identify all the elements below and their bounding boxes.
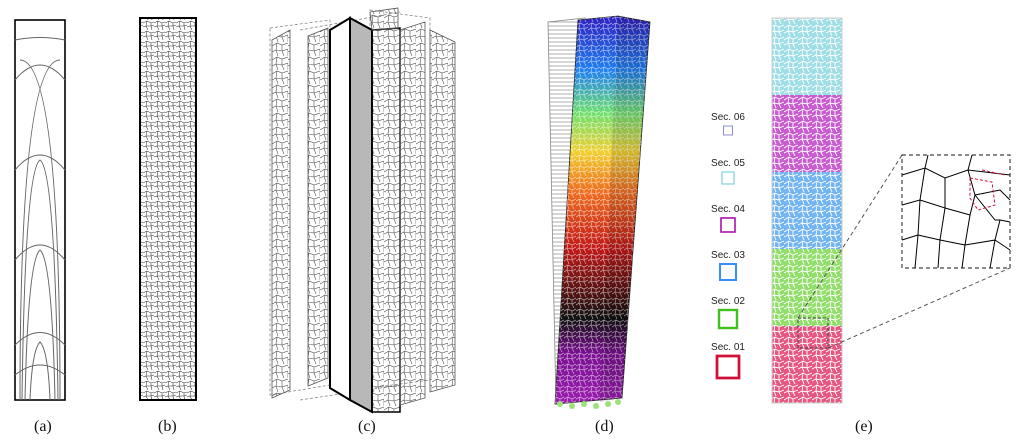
legend-label: Sec. 01 xyxy=(711,342,745,353)
panel-b-diagram xyxy=(139,17,197,401)
caption-d: (d) xyxy=(595,418,614,435)
caption-c: (c) xyxy=(358,418,376,435)
tower-section-mesh xyxy=(772,172,842,249)
legend-swatch xyxy=(721,171,735,185)
panel-c-diagram xyxy=(269,7,456,414)
tower-outline xyxy=(771,17,843,404)
legend-swatch xyxy=(718,262,738,282)
tower-section-mesh xyxy=(772,18,842,95)
legend-label: Sec. 04 xyxy=(711,204,745,215)
legend-swatch xyxy=(717,308,739,330)
caption-e: (e) xyxy=(855,418,873,435)
section-legend: Sec. 06 Sec. 05 Sec. 04 Sec. 03 Sec. 02 Sec. … xyxy=(711,112,745,380)
legend-label: Sec. 03 xyxy=(711,250,745,261)
caption-b: (b) xyxy=(158,418,177,435)
panel-e-diagram xyxy=(771,17,1011,404)
legend-swatch xyxy=(723,125,733,136)
panel-a-diagram xyxy=(14,19,66,401)
legend-swatch xyxy=(720,217,736,233)
tower-section-mesh xyxy=(772,95,842,172)
legend-label: Sec. 05 xyxy=(711,158,745,169)
legend-label: Sec. 06 xyxy=(711,112,745,123)
legend-swatch xyxy=(715,354,741,380)
caption-a: (a) xyxy=(34,418,52,435)
tower-section-mesh xyxy=(772,249,842,326)
tower-section-mesh xyxy=(772,326,842,403)
legend-label: Sec. 02 xyxy=(711,296,745,307)
panel-d-diagram xyxy=(547,15,651,409)
